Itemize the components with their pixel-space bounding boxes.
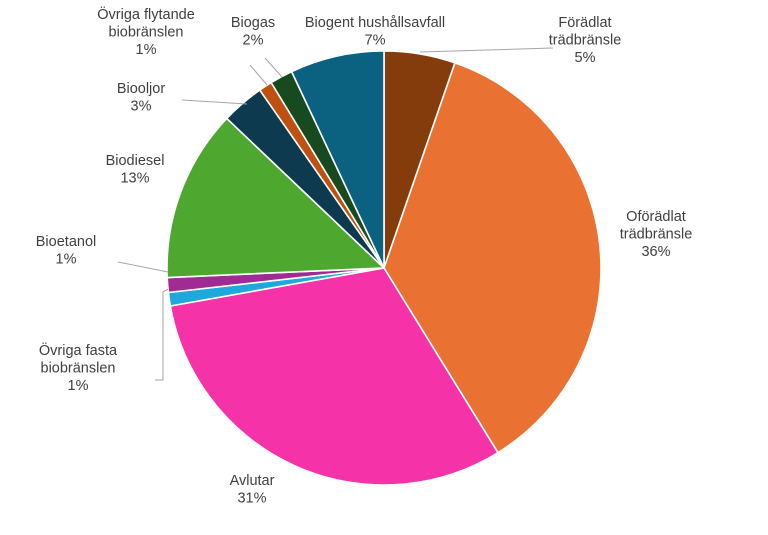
slice-label-name: Bioetanol bbox=[36, 234, 96, 250]
slice-label-percent: 31% bbox=[237, 491, 266, 507]
slice-label: Biooljor 3% bbox=[117, 81, 166, 115]
slice-label-name: Biodiesel bbox=[106, 153, 165, 169]
leader-line bbox=[249, 64, 268, 86]
slice-label-name: Avlutar bbox=[230, 473, 275, 489]
slice-label-name: biobränslen bbox=[109, 25, 184, 41]
leader-line bbox=[264, 57, 283, 78]
slice-label: Avlutar 31% bbox=[230, 473, 275, 507]
leader-line bbox=[419, 47, 554, 53]
slice-label-name: trädbränsle bbox=[620, 227, 693, 243]
slice-label-name: Biogent hushållsavfall bbox=[305, 15, 445, 31]
slice-label-percent: 1% bbox=[68, 378, 89, 394]
slice-label-name: Övriga fasta bbox=[39, 341, 118, 359]
leader-line bbox=[155, 288, 169, 381]
slice-label-name: biobränslen bbox=[41, 361, 116, 377]
slice-label-percent: 5% bbox=[575, 50, 596, 66]
slice-label-name: Övriga flytande bbox=[97, 5, 195, 23]
slice-biogent-hushallsavfall bbox=[290, 50, 385, 269]
slice-biodiesel bbox=[166, 117, 385, 279]
slice-label-percent: 13% bbox=[120, 171, 149, 187]
slice-label-percent: 2% bbox=[243, 33, 264, 49]
slice-label-percent: 7% bbox=[365, 33, 386, 49]
slice-label-percent: 3% bbox=[131, 99, 152, 115]
slice-label: Biogas 2% bbox=[231, 15, 275, 49]
slice-label: Biogent hushållsavfall 7% bbox=[305, 15, 445, 49]
slice-label-percent: 36% bbox=[641, 244, 670, 260]
slice-avlutar bbox=[169, 267, 499, 486]
slice-label-name: trädbränsle bbox=[549, 33, 622, 49]
slice-label: Biodiesel 13% bbox=[106, 153, 165, 187]
slice-label-name: Oförädlat bbox=[626, 209, 686, 225]
slice-label-name: Biooljor bbox=[117, 81, 166, 97]
slice-label-name: Biogas bbox=[231, 15, 275, 31]
slice-label-percent: 1% bbox=[136, 42, 157, 58]
leader-line bbox=[181, 99, 248, 105]
leader-line bbox=[117, 261, 169, 273]
slice-label-name: Förädlat bbox=[558, 15, 611, 31]
slice-label-percent: 1% bbox=[56, 252, 77, 268]
slice-label: Bioetanol 1% bbox=[36, 234, 96, 268]
